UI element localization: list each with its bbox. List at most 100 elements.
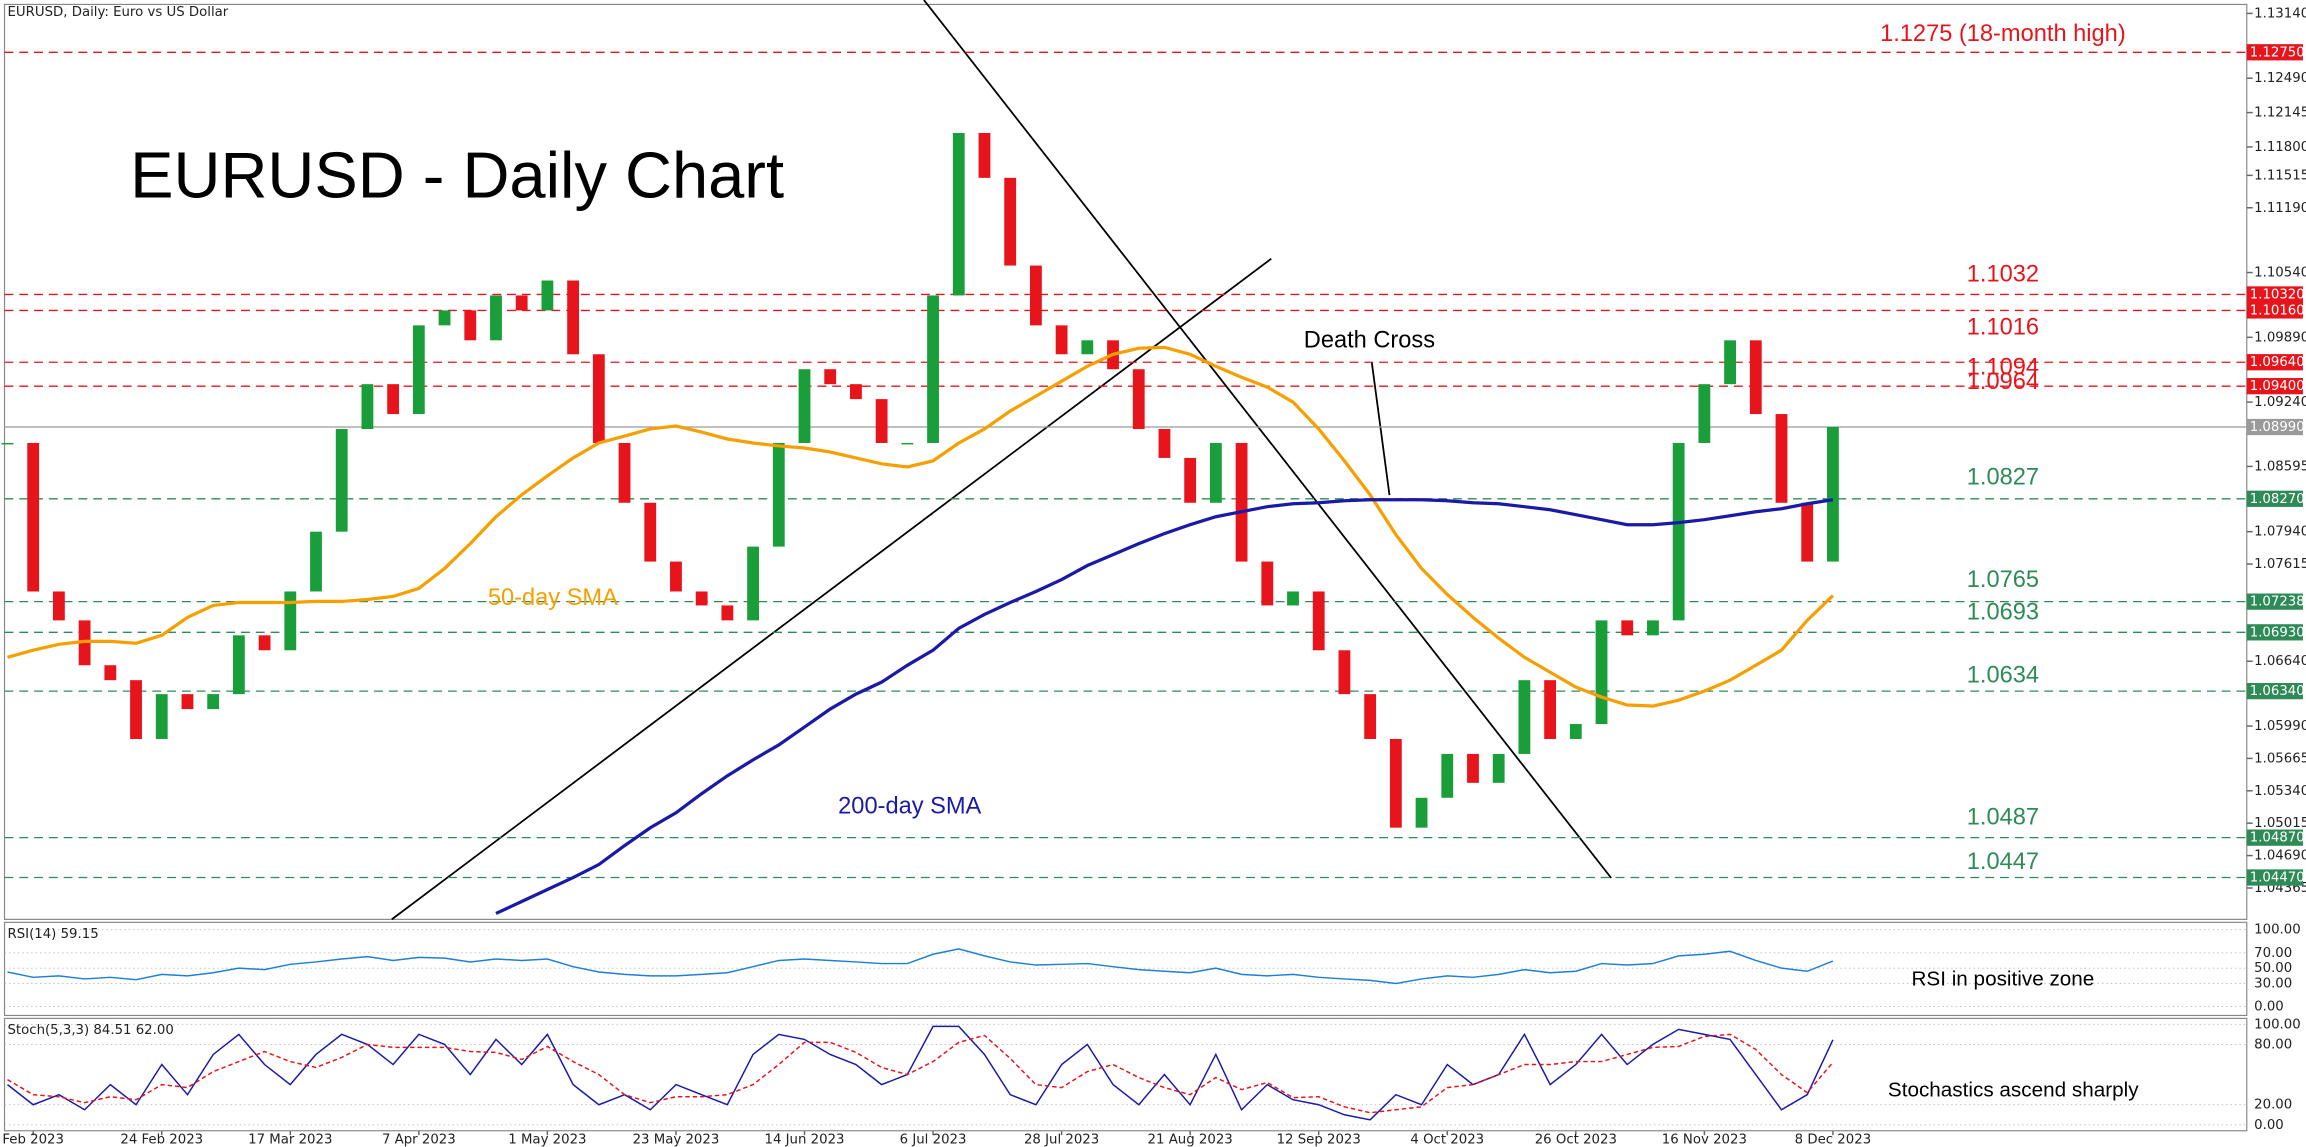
candle <box>747 546 759 621</box>
candle <box>310 531 322 592</box>
candle <box>850 384 862 400</box>
level-note: 1.1032 <box>1967 261 2039 287</box>
y-tick-label: 1.11190 <box>2254 201 2306 216</box>
y-tick-label: 1.06640 <box>2254 654 2306 669</box>
y-tick-label: 20.00 <box>2254 1098 2292 1113</box>
price-tag <box>2246 624 2303 641</box>
candle <box>1132 369 1145 430</box>
price-tag-label: 1.04470 <box>2250 871 2305 886</box>
x-tick-label: 14 Jun 2023 <box>765 1133 845 1147</box>
x-tick-label: Feb 2023 <box>2 1133 64 1147</box>
panel-frame <box>3 1017 2248 1132</box>
x-tick-label: 12 Sep 2023 <box>1277 1133 1361 1147</box>
candle <box>1724 340 1736 385</box>
candle <box>1595 620 1608 725</box>
candle <box>1004 177 1017 266</box>
level-note: 1.1094 <box>1967 355 2039 381</box>
series-label: 200-day SMA <box>838 793 981 819</box>
sma-line <box>495 498 1834 915</box>
level-note: 1.0487 <box>1967 805 2039 831</box>
candle <box>490 295 502 341</box>
main-frame <box>3 3 2248 920</box>
price-tag <box>2246 302 2303 319</box>
x-tick-label: 21 Aug 2023 <box>1148 1133 1233 1147</box>
candle <box>875 399 888 443</box>
y-tick-label: 1.05015 <box>2254 816 2306 831</box>
indicator-line <box>7 948 1834 985</box>
x-tick-label: 1 May 2023 <box>508 1133 586 1147</box>
candle <box>541 280 554 311</box>
candle <box>927 295 939 443</box>
sma-line <box>7 345 1835 708</box>
price-tag-label: 1.08990 <box>2250 420 2305 435</box>
x-tick-label: 17 Mar 2023 <box>248 1133 332 1147</box>
y-tick-label: 1.11800 <box>2254 140 2306 155</box>
pointer-line <box>1370 362 1391 496</box>
candle <box>52 591 65 621</box>
candle <box>1569 724 1582 739</box>
level-note: 1.0634 <box>1967 663 2039 689</box>
price-tag <box>2246 869 2303 886</box>
y-tick-label: 1.11515 <box>2254 168 2306 183</box>
trendline <box>923 0 1612 879</box>
candle <box>1775 414 1788 503</box>
price-tag <box>2246 418 2303 436</box>
candle <box>1544 680 1557 739</box>
candle <box>1081 340 1094 355</box>
candle <box>1467 753 1479 783</box>
price-tag <box>2246 354 2303 371</box>
y-tick-label: 100.00 <box>2254 1017 2301 1032</box>
y-tick-label: 100.00 <box>2254 923 2301 938</box>
level-note: 1.1275 (18-month high) <box>1880 21 2126 47</box>
level-note: 1.0447 <box>1967 849 2039 875</box>
panel-title: Stoch(5,3,3) 84.51 62.00 <box>7 1023 173 1038</box>
price-tag-label: 1.04870 <box>2250 831 2305 846</box>
candle <box>387 384 400 415</box>
panel-frame <box>3 921 2248 1017</box>
candle <box>901 442 914 445</box>
candle <box>1 442 14 445</box>
candle <box>798 369 811 443</box>
series-label: 50-day SMA <box>488 585 618 611</box>
price-tag <box>2246 286 2303 303</box>
candle <box>1801 502 1814 562</box>
x-tick-label: 7 Apr 2023 <box>382 1133 456 1147</box>
candle <box>670 561 682 592</box>
price-tag-label: 1.10320 <box>2250 287 2305 302</box>
price-tag <box>2246 829 2303 846</box>
panel-title: RSI(14) 59.15 <box>7 927 98 942</box>
candle <box>567 280 580 355</box>
candle <box>1287 591 1299 606</box>
price-tag <box>2246 683 2303 700</box>
candle <box>1209 442 1222 503</box>
x-tick-label: 6 Jul 2023 <box>900 1133 967 1147</box>
candle <box>1261 561 1274 606</box>
candle <box>1389 738 1402 828</box>
candle <box>978 133 991 178</box>
price-tag <box>2246 44 2303 61</box>
candle <box>27 442 40 592</box>
indicator-line <box>7 1025 1834 1121</box>
price-tag-label: 1.06930 <box>2250 625 2305 640</box>
y-tick-label: 1.09240 <box>2254 395 2306 410</box>
candle <box>592 354 605 443</box>
candle <box>258 635 271 651</box>
x-tick-label: 28 Jul 2023 <box>1024 1133 1099 1147</box>
price-tag <box>2246 593 2303 610</box>
y-tick-label: 1.13140 <box>2254 6 2306 21</box>
chart-header: EURUSD, Daily: Euro vs US Dollar <box>7 5 228 20</box>
candle <box>1364 694 1377 739</box>
candle <box>130 680 142 739</box>
y-tick-label: 1.09890 <box>2254 330 2306 345</box>
level-note: 1.0964 <box>1967 369 2039 395</box>
candle <box>1158 429 1171 458</box>
candle <box>464 310 477 341</box>
candle <box>1492 753 1505 783</box>
candle <box>412 325 425 415</box>
candle <box>155 694 168 739</box>
candle <box>232 635 245 695</box>
candle <box>1518 680 1531 754</box>
candle <box>1235 442 1248 562</box>
y-tick-label: 1.04690 <box>2254 849 2306 864</box>
